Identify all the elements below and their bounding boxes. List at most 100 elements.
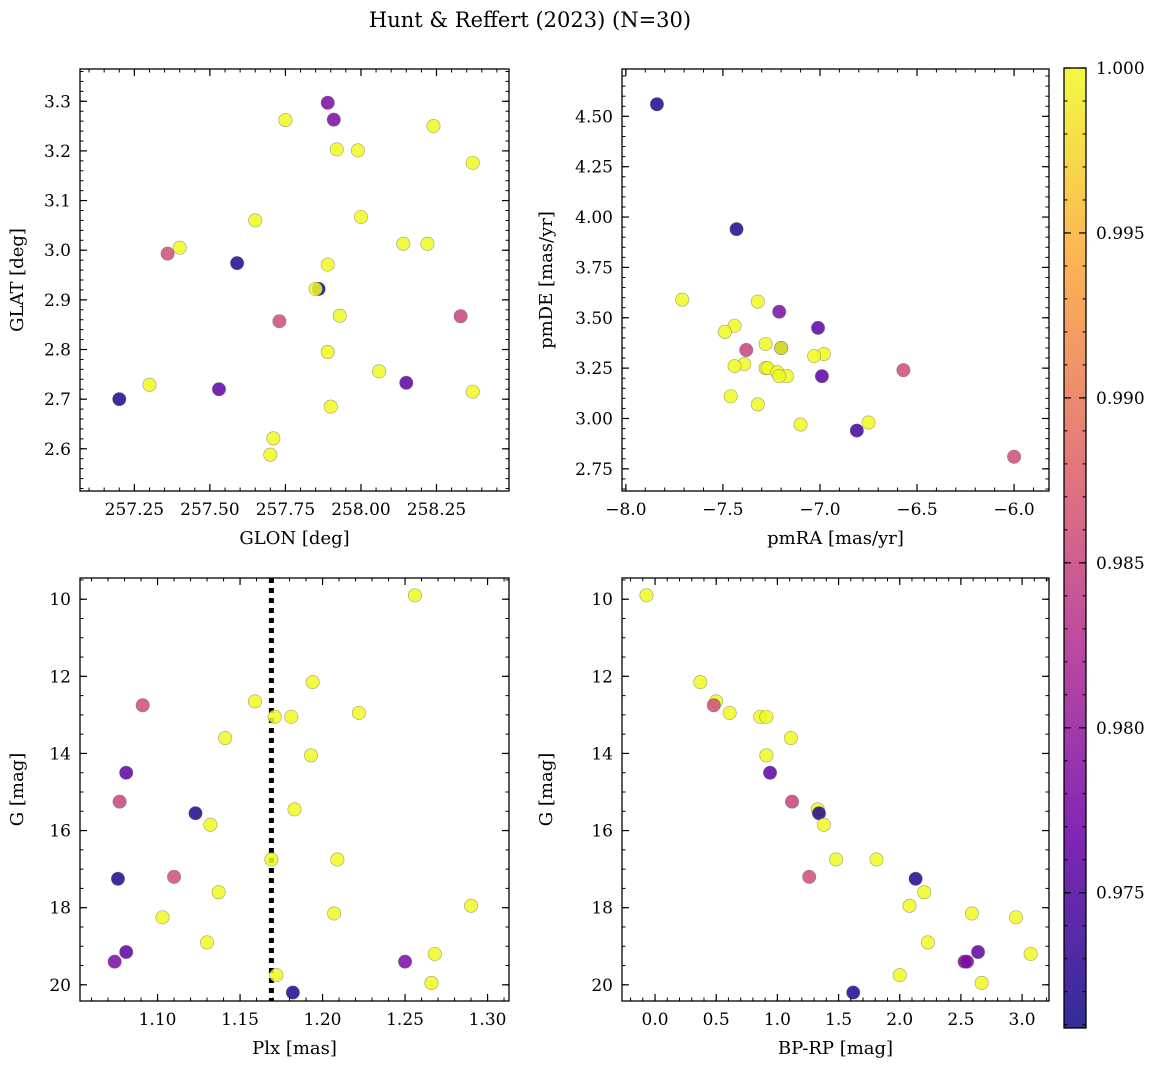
figure-title: Hunt & Reffert (2023) (N=30) (369, 8, 691, 32)
y-tick-label: 20 (591, 976, 613, 996)
data-point (729, 222, 744, 237)
data-point (829, 852, 844, 867)
x-tick-label: 257.25 (105, 500, 164, 520)
data-point (264, 852, 279, 867)
data-point (974, 975, 989, 990)
data-point (350, 143, 365, 158)
data-point (230, 256, 245, 271)
y-tick-label: 3.3 (44, 92, 71, 112)
data-point (1023, 946, 1038, 961)
data-point (372, 364, 387, 379)
data-point (917, 885, 932, 900)
x-tick-label: 2.5 (947, 1010, 974, 1030)
data-point (846, 985, 861, 1000)
x-tick-label: −7.0 (799, 500, 840, 520)
data-point (739, 342, 754, 357)
data-point (398, 954, 413, 969)
data-point (869, 852, 884, 867)
colorbar-tick-label: 0.980 (1096, 719, 1145, 739)
x-tick-label: 1.5 (825, 1010, 852, 1030)
data-point (902, 898, 917, 913)
data-point (263, 447, 278, 462)
data-point (964, 906, 979, 921)
data-point (200, 935, 215, 950)
x-tick-label: 0.0 (642, 1010, 669, 1030)
axes-frame (79, 577, 510, 1002)
data-point (112, 392, 127, 407)
axes-frame (79, 68, 510, 492)
x-tick-label: 258.00 (331, 500, 390, 520)
data-point (1008, 910, 1023, 925)
data-point (107, 954, 122, 969)
data-point (807, 349, 822, 364)
y-axis-label: pmDE [mas/yr] (536, 211, 557, 349)
y-tick-label: 2.8 (44, 341, 71, 361)
data-point (160, 246, 175, 261)
panel-plx-gmag: 1.10 1.15 1.20 1.25 1.30 10 12 14 16 18 20 Plx [mas… (7, 577, 510, 1059)
x-tick-label: 1.30 (469, 1010, 507, 1030)
y-tick-label: 18 (49, 899, 71, 919)
data-point (785, 794, 800, 809)
y-tick-label: 3.50 (575, 309, 613, 329)
y-tick-label: 20 (49, 976, 71, 996)
y-tick-label: 3.2 (44, 142, 71, 162)
colorbar-tick-label: 0.985 (1096, 554, 1145, 574)
data-point (465, 384, 480, 399)
x-axis-label: Plx [mas] (252, 1038, 337, 1059)
data-point (188, 806, 203, 821)
data-point (465, 155, 480, 170)
y-tick-label: 2.7 (44, 390, 71, 410)
x-tick-label: 1.15 (221, 1010, 259, 1030)
data-point (327, 906, 342, 921)
data-point (816, 817, 831, 832)
y-tick-label: 12 (591, 667, 613, 687)
data-point (426, 119, 441, 134)
data-point (649, 97, 664, 112)
y-axis-label: G [mag] (536, 753, 557, 826)
axes-frame (621, 577, 1050, 1002)
data-point (693, 675, 708, 690)
data-point (320, 344, 335, 359)
data-point (329, 142, 344, 157)
data-point (142, 377, 157, 392)
data-point (908, 871, 923, 886)
data-point (323, 399, 338, 414)
data-point (750, 294, 765, 309)
data-point (248, 213, 263, 228)
data-point (892, 968, 907, 983)
data-point (763, 765, 778, 780)
x-tick-label: 3.0 (1009, 1010, 1036, 1030)
data-point (332, 308, 347, 323)
x-tick-label: −7.5 (702, 500, 743, 520)
data-point (353, 209, 368, 224)
y-tick-label: 3.75 (575, 258, 613, 278)
data-point (308, 281, 323, 296)
data-point (772, 304, 787, 319)
data-point (759, 709, 774, 724)
panel-glon-glat: 257.25 257.50 257.75 258.00 258.25 2.6 2.7 2.8 2… (7, 68, 510, 549)
x-tick-label: 257.50 (180, 500, 239, 520)
data-point (420, 236, 435, 251)
x-tick-label: 258.25 (407, 500, 466, 520)
data-point (326, 112, 341, 127)
y-tick-label: 2.75 (575, 460, 613, 480)
x-tick-label: 1.0 (764, 1010, 791, 1030)
y-tick-label: 3.00 (575, 409, 613, 429)
x-tick-label: 1.10 (139, 1010, 177, 1030)
y-tick-label: 4.25 (575, 158, 613, 178)
x-tick-label: 257.75 (256, 500, 315, 520)
y-tick-label: 4.00 (575, 208, 613, 228)
x-tick-label: 1.25 (386, 1010, 424, 1030)
data-point (453, 309, 468, 324)
data-point (723, 389, 738, 404)
data-point (861, 415, 876, 430)
x-axis-label: pmRA [mas/yr] (767, 528, 904, 549)
colorbar-tick-label: 0.995 (1096, 224, 1145, 244)
data-point (811, 320, 826, 335)
data-point (267, 709, 282, 724)
y-tick-label: 10 (49, 590, 71, 610)
x-tick-label: 2.0 (886, 1010, 913, 1030)
colorbar-tick-label: 1.000 (1096, 59, 1145, 79)
data-point (284, 709, 299, 724)
